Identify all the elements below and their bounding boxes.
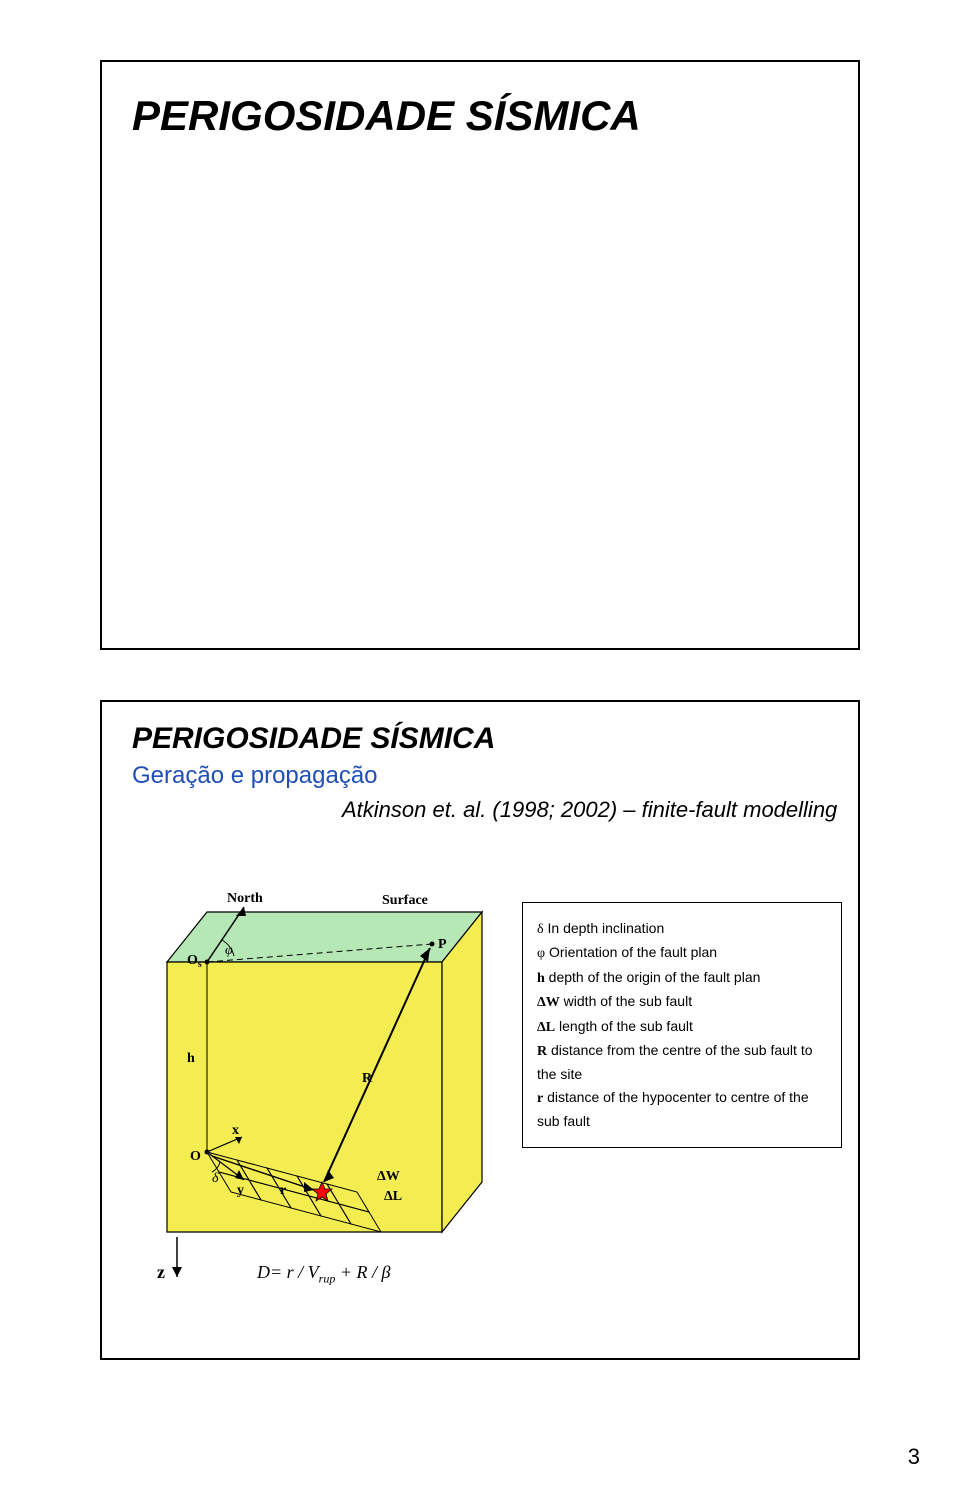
legend-box: δ In depth inclination φ Orientation of … [522, 902, 842, 1148]
fault-diagram: Surface North Os φ P h R O x y [132, 882, 512, 1282]
formula: D= r / Vrup + R / β [257, 1262, 390, 1287]
z-label: z [157, 1262, 165, 1283]
surface-label: Surface [382, 893, 428, 908]
legend-line-h: h depth of the origin of the fault plan [537, 966, 827, 990]
citation: Atkinson et. al. (1998; 2002) – finite-f… [342, 797, 837, 823]
h-label: h [187, 1051, 195, 1066]
o-label: O [190, 1149, 201, 1164]
dl-label: ΔL [384, 1189, 402, 1204]
bottom-slide-panel: PERIGOSIDADE SÍSMICA Geração e propagaçã… [100, 700, 860, 1360]
dw-label: ΔW [377, 1169, 400, 1184]
surface-plane [167, 912, 482, 962]
subheading: Geração e propagação [132, 762, 378, 790]
big-r-label: R [362, 1071, 373, 1086]
legend-line-phi: φ Orientation of the fault plan [537, 941, 827, 965]
x-label: x [232, 1123, 239, 1138]
page-number: 3 [908, 1444, 920, 1470]
top-slide-panel: PERIGOSIDADE SÍSMICA [100, 60, 860, 650]
subsurface-side [442, 912, 482, 1232]
p-label: P [438, 937, 447, 952]
bottom-title: PERIGOSIDADE SÍSMICA [132, 722, 495, 756]
phi-label: φ [225, 943, 233, 958]
r-label: r [280, 1183, 286, 1198]
legend-line-r: r distance of the hypocenter to centre o… [537, 1086, 827, 1133]
legend-line-R: R distance from the centre of the sub fa… [537, 1039, 827, 1086]
north-label: North [227, 891, 263, 906]
legend-line-dw: ΔW width of the sub fault [537, 990, 827, 1014]
top-title: PERIGOSIDADE SÍSMICA [132, 92, 641, 140]
legend-line-delta: δ In depth inclination [537, 917, 827, 941]
p-point [430, 942, 435, 947]
delta-label: δ [212, 1171, 219, 1186]
y-label: y [237, 1183, 244, 1198]
legend-line-dl: ΔL length of the sub fault [537, 1015, 827, 1039]
z-arrow-head [172, 1267, 182, 1277]
